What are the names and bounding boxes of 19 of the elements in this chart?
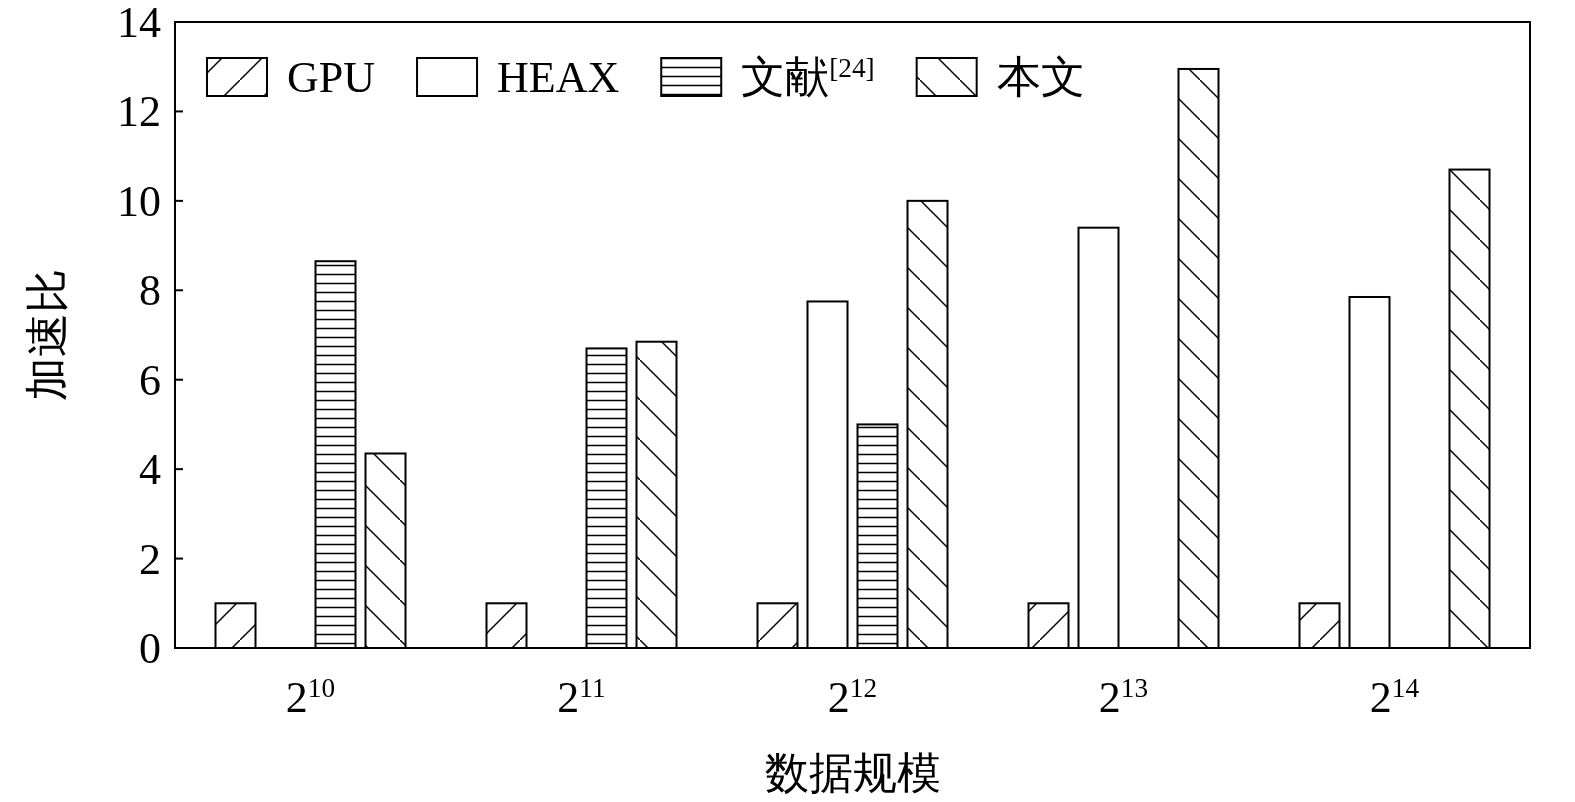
x-tick-label: 2$^{13}$ [1098, 673, 1149, 722]
legend-label: HEAX [497, 53, 620, 102]
x-tick-label: 2$^{11}$ [557, 673, 606, 722]
legend-label: 文献$^{[24]}$ [741, 53, 875, 102]
x-tick-label: 2$^{10}$ [285, 673, 336, 722]
y-tick-label: 10 [117, 176, 161, 226]
y-tick-label: 6 [139, 355, 161, 405]
x-axis-title: 数据规模 [764, 749, 941, 798]
y-tick-label: 4 [139, 445, 161, 495]
y-tick-label: 0 [139, 624, 161, 673]
y-axis-title: 加速比 [23, 269, 72, 401]
y-tick-label: 2 [139, 534, 161, 584]
y-tick-label: 8 [139, 266, 161, 316]
y-tick-label: 12 [117, 87, 161, 137]
y-tick-label: 14 [117, 0, 161, 47]
x-tick-label: 2$^{12}$ [827, 673, 878, 722]
legend-label: GPU [287, 53, 376, 102]
x-tick-label: 2$^{14}$ [1369, 673, 1420, 722]
legend-label: 本文 [996, 53, 1085, 102]
